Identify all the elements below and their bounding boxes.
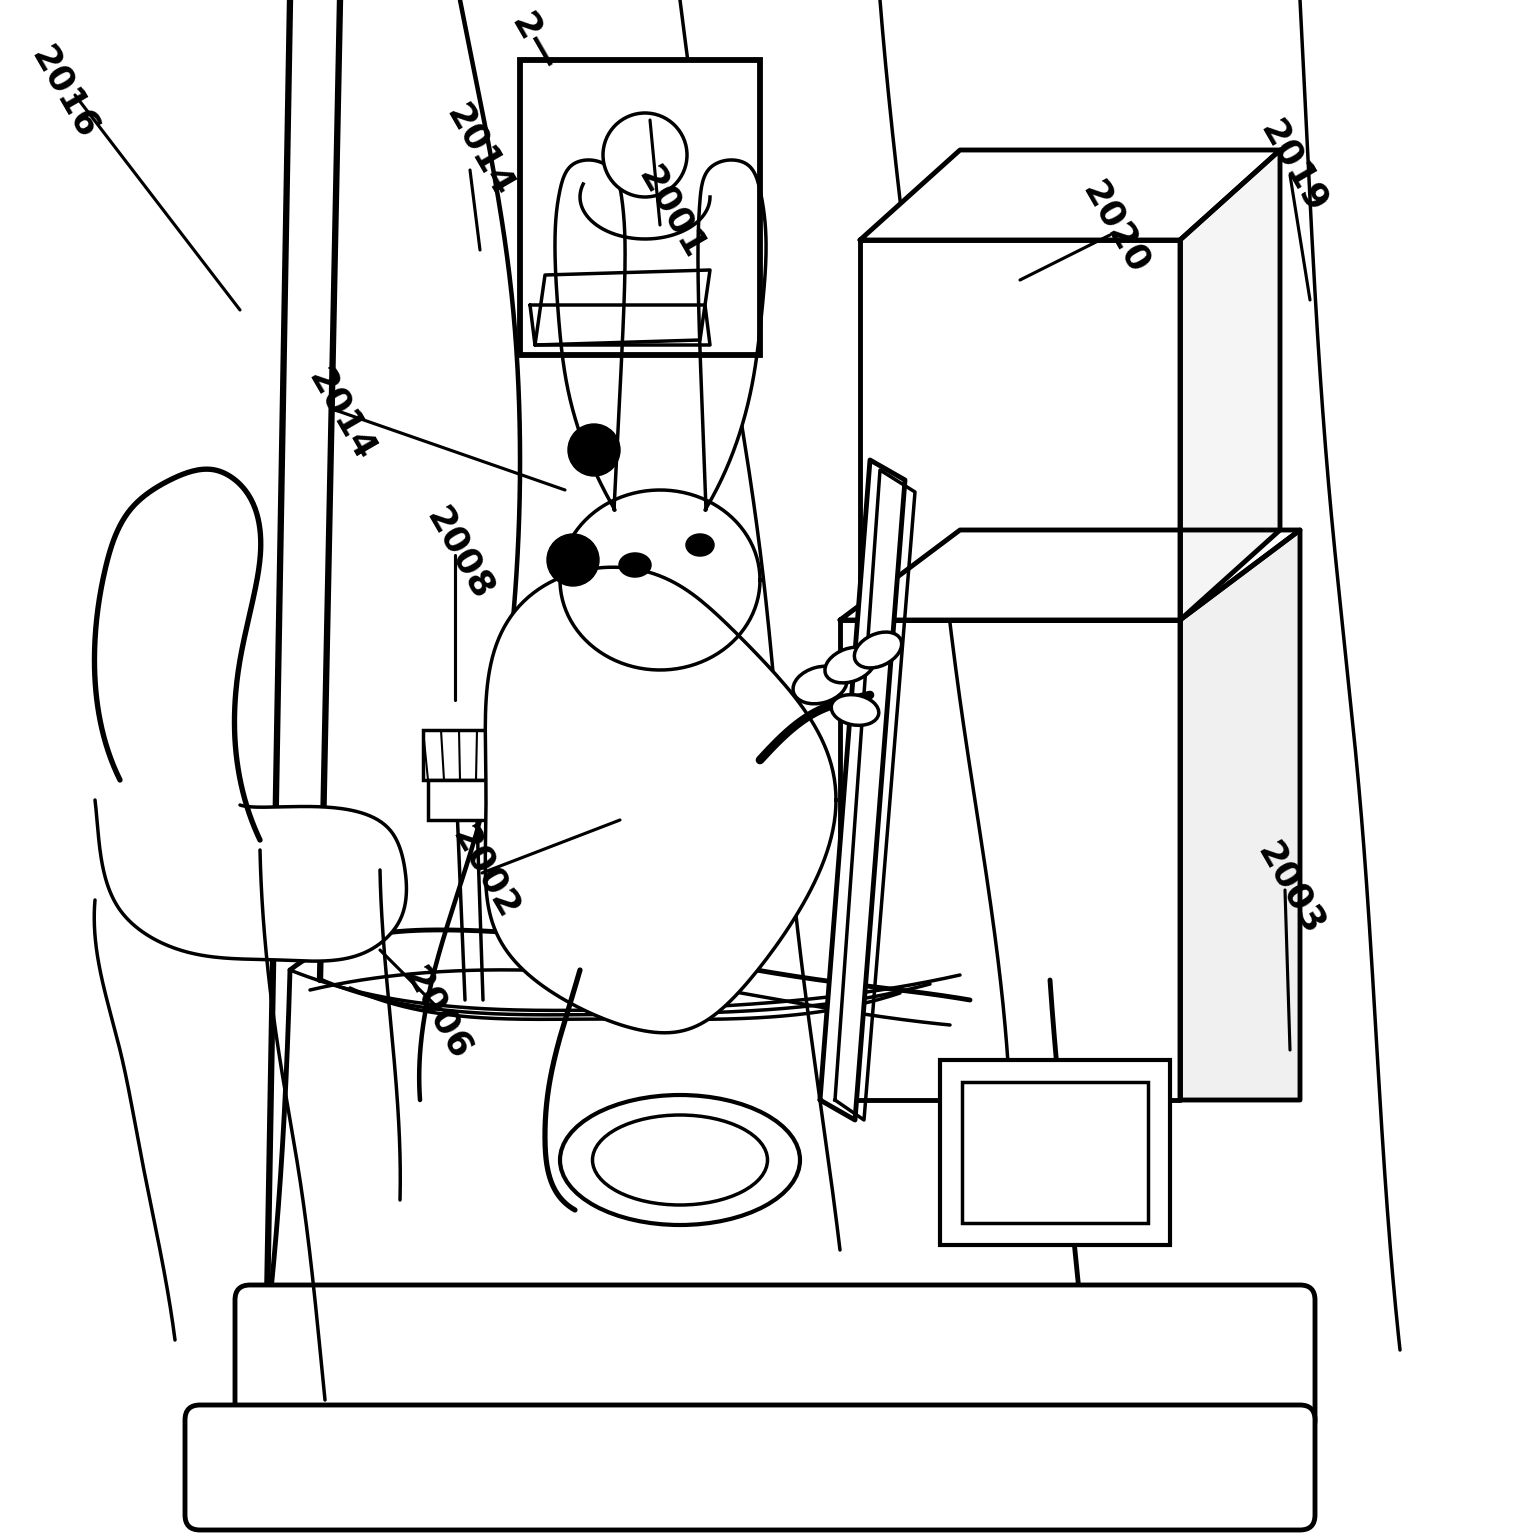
Polygon shape: [554, 160, 625, 510]
Ellipse shape: [793, 667, 846, 703]
Bar: [962, 1081, 1147, 1223]
Text: 2001: 2001: [631, 160, 711, 264]
Circle shape: [547, 535, 599, 587]
Polygon shape: [1180, 151, 1279, 621]
Text: 2014: 2014: [301, 362, 381, 467]
FancyBboxPatch shape: [235, 1286, 1315, 1435]
Circle shape: [604, 114, 687, 197]
Polygon shape: [535, 270, 710, 346]
Text: 2002: 2002: [445, 820, 525, 925]
Bar: [429, 780, 508, 820]
Ellipse shape: [593, 1115, 768, 1206]
Bar: [940, 1060, 1170, 1246]
Text: 2014: 2014: [439, 98, 519, 203]
Ellipse shape: [825, 647, 876, 684]
Polygon shape: [840, 530, 1299, 621]
Ellipse shape: [561, 1095, 800, 1226]
Polygon shape: [840, 621, 1180, 1100]
Text: 2003: 2003: [1250, 836, 1330, 940]
Polygon shape: [697, 160, 766, 510]
Polygon shape: [485, 567, 836, 1032]
Polygon shape: [820, 459, 905, 1120]
Polygon shape: [860, 240, 1180, 621]
Text: 2008: 2008: [419, 501, 499, 605]
Text: 2006: 2006: [398, 962, 478, 1066]
Circle shape: [568, 424, 621, 476]
Polygon shape: [94, 468, 261, 840]
Bar: [422, 730, 513, 780]
Polygon shape: [860, 151, 1279, 240]
Text: 2020: 2020: [1075, 175, 1155, 280]
Ellipse shape: [854, 631, 902, 668]
Text: 2016: 2016: [25, 40, 104, 144]
FancyBboxPatch shape: [184, 1405, 1315, 1530]
Polygon shape: [95, 800, 407, 962]
Ellipse shape: [687, 535, 713, 554]
Polygon shape: [561, 490, 760, 670]
Ellipse shape: [831, 694, 879, 725]
Polygon shape: [1180, 530, 1299, 1100]
Ellipse shape: [621, 554, 650, 576]
Bar: [521, 60, 760, 355]
Polygon shape: [530, 306, 710, 346]
Text: 2—: 2—: [504, 8, 565, 78]
Text: 2019: 2019: [1253, 114, 1333, 218]
